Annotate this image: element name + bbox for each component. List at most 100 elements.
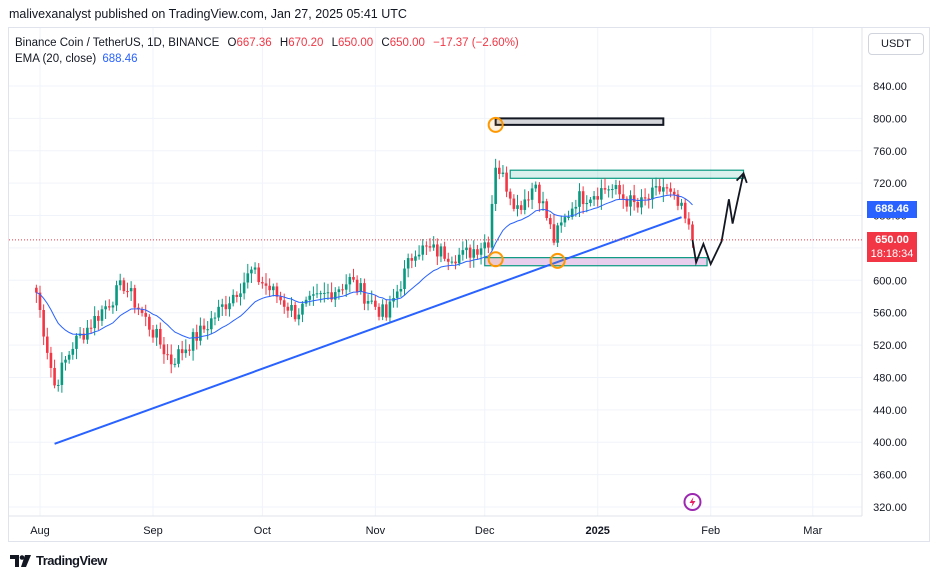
y-tick-label: 400.00 [873,437,907,449]
candle-body [253,267,257,270]
candle-body [122,280,126,292]
chart-frame [8,27,930,542]
x-tick-label: Feb [701,525,720,537]
candle-body [374,300,377,307]
candle-body [271,286,275,291]
candle-body [636,202,640,208]
candle-body [217,306,220,318]
candle-body [312,294,315,296]
y-tick-label: 720.00 [873,178,907,190]
candle-body [487,242,490,248]
candle-body [60,362,64,385]
candle-body [220,304,224,307]
touch-marker [487,116,504,133]
footer[interactable]: TradingView [10,553,107,568]
candle-body [242,282,246,294]
candle-body [344,284,348,290]
projection-arrowhead [735,171,748,184]
candle-body [468,247,472,258]
currency-button[interactable]: USDT [868,33,924,55]
candle-body [188,349,191,351]
candle-body [286,306,290,311]
candle-body [333,292,337,300]
candle-body [370,300,374,302]
candle-body [643,197,647,199]
candle-body [494,167,497,204]
candle-body [457,254,461,264]
candle-body [319,293,322,295]
candle-body [651,187,654,200]
candle-body [476,249,479,255]
candle-body [337,289,341,293]
candle-body [144,313,148,317]
markers [487,116,566,269]
candle-body [213,317,217,319]
change-value: −17.37 (−2.60%) [433,37,519,49]
publish-header: malivexanalyst published on TradingView.… [9,7,407,21]
candle-body [210,318,213,330]
candle-body [53,367,56,386]
resistance-range-zone [509,169,745,179]
candle-body [257,267,261,283]
candle-body [519,205,523,210]
axes: 840.00800.00760.00720.00680.00640.00600.… [9,28,907,537]
candle-body [461,250,465,255]
candle-body [308,295,312,300]
candle-body [497,167,501,174]
candle-body [250,269,253,274]
candle-body [388,301,392,318]
candle-body [64,359,67,363]
y-tick-label: 800.00 [873,113,907,125]
x-tick-label: Sep [143,525,163,537]
candle-body [530,188,534,200]
candle-body [71,348,75,355]
close-value: 650.00 [389,37,425,49]
candle-body [264,283,268,286]
last-price-tag: 650.00 18:18:34 [867,231,917,262]
ema-label: EMA (20, close) [15,53,97,65]
candle-body [410,258,414,261]
candle-body [446,258,450,262]
candle-body [348,276,352,285]
candle-body [556,225,559,243]
ema-price-tag: 688.46 [867,200,917,218]
zones [484,117,745,267]
footer-brand: TradingView [36,553,107,568]
candle-body [665,187,669,189]
candle-body [191,332,195,351]
candle-body [541,201,545,204]
candle-body [501,172,505,174]
candle-body [421,245,425,255]
candle-body [581,191,585,205]
candle-body [574,206,578,209]
candle-body [352,276,355,280]
candle-body [38,292,42,310]
candle-body [323,292,326,294]
candle-body [658,186,661,192]
low-value: 650.00 [337,37,374,49]
candle-body [195,332,199,341]
candle-body [567,216,570,218]
candle-body [625,198,629,207]
open-value: 667.36 [236,37,272,49]
candle-body [49,352,53,368]
candle-body [118,280,122,286]
y-tick-label: 320.00 [873,502,907,514]
candle-body [202,325,206,330]
y-tick-label: 840.00 [873,81,907,93]
candle-body [377,306,381,317]
candle-body [399,289,403,292]
candle-body [35,287,38,293]
x-tick-label: Aug [30,525,50,537]
resistance-top-zone [494,117,665,126]
candle-body [610,189,614,191]
candle-body [621,194,625,199]
symbol-label: Binance Coin / TetherUS, 1D, BINANCE [15,37,220,49]
x-tick-label: Dec [475,525,495,537]
candle-body [166,354,169,356]
candle-body [538,184,541,204]
candle-body [104,306,107,310]
candle-body [592,196,596,200]
candle-body [428,246,432,248]
